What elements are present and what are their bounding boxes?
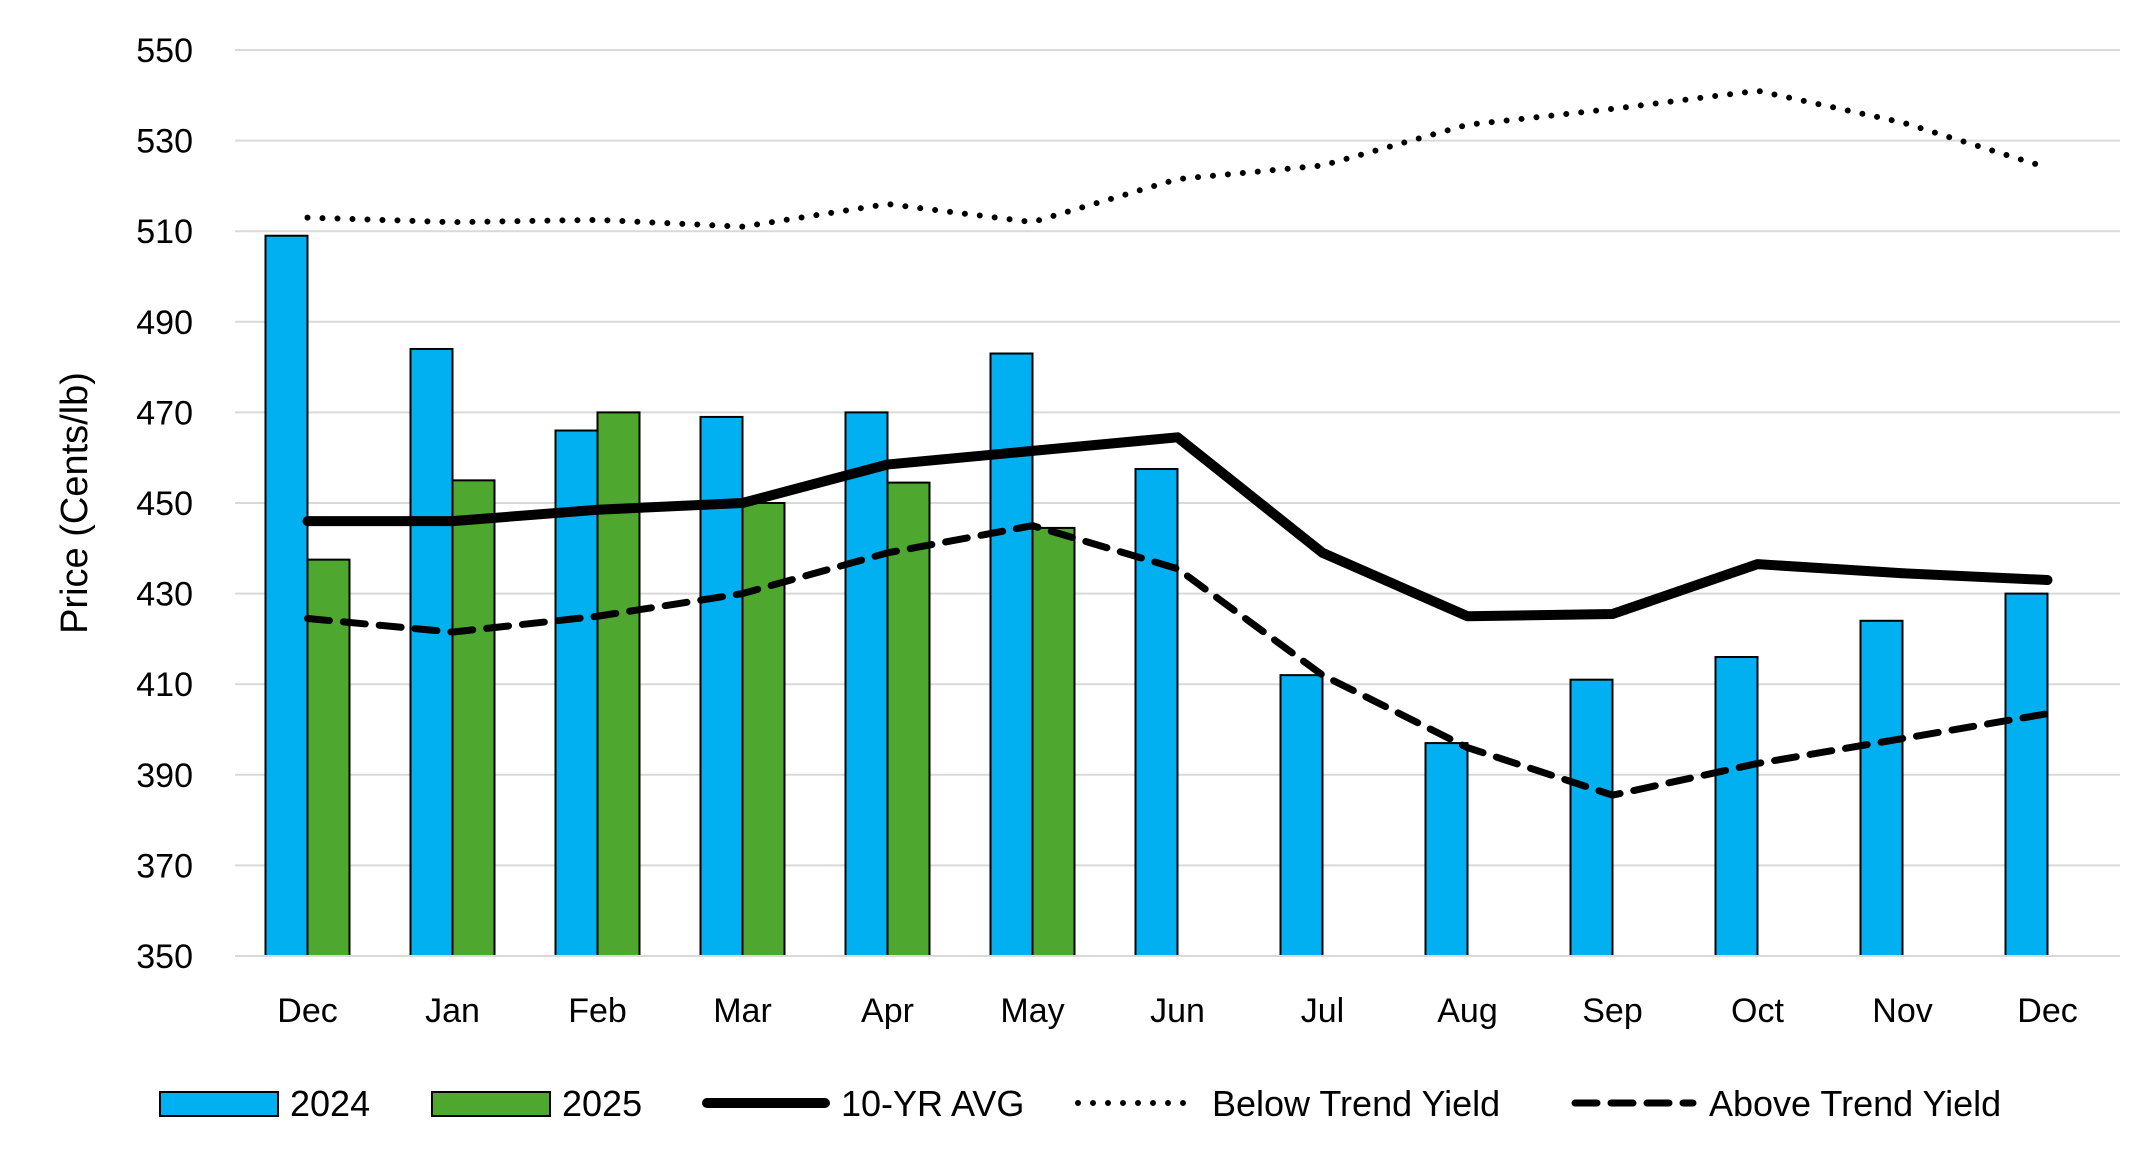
bars bbox=[264, 234, 2049, 958]
bar-2024 bbox=[2004, 592, 2049, 957]
legend-label: 10-YR AVG bbox=[841, 1083, 1024, 1124]
legend-label: 2025 bbox=[562, 1083, 642, 1124]
legend-label: Below Trend Yield bbox=[1212, 1083, 1500, 1124]
y-tick-label: 550 bbox=[136, 32, 193, 70]
x-tick-label: Sep bbox=[1582, 992, 1643, 1030]
x-tick-label: Aug bbox=[1437, 992, 1498, 1030]
x-tick-label: Nov bbox=[1872, 992, 1932, 1030]
x-tick-label: Jun bbox=[1150, 992, 1205, 1030]
legend-item: 2024 bbox=[159, 1083, 370, 1124]
legend-label: 2024 bbox=[290, 1083, 370, 1124]
bar-2025 bbox=[306, 558, 351, 957]
line-10-yr-avg bbox=[302, 432, 2053, 622]
y-axis-title: Price (Cents/lb) bbox=[54, 372, 96, 634]
bar-2024 bbox=[409, 347, 454, 958]
legend-item: 10-YR AVG bbox=[702, 1083, 1024, 1124]
y-tick-label: 350 bbox=[136, 938, 193, 976]
line-above-trend-yield bbox=[304, 522, 2051, 799]
bar-2024 bbox=[1424, 742, 1469, 958]
bar-2024 bbox=[1859, 619, 1904, 958]
legend-item: Below Trend Yield bbox=[1075, 1083, 1500, 1124]
x-tick-label: Mar bbox=[713, 992, 772, 1030]
bar-2024 bbox=[844, 411, 889, 957]
y-tick-label: 510 bbox=[136, 213, 193, 251]
x-tick-label: Jan bbox=[425, 992, 480, 1030]
x-tick-label: Jul bbox=[1301, 992, 1344, 1030]
legend-swatch bbox=[431, 1091, 551, 1117]
x-tick-label: Feb bbox=[568, 992, 627, 1030]
legend-item: Above Trend Yield bbox=[1571, 1083, 2001, 1124]
y-tick-label: 470 bbox=[136, 394, 193, 432]
legend-swatch bbox=[159, 1091, 279, 1117]
bar-2024 bbox=[1569, 678, 1614, 957]
y-tick-label: 430 bbox=[136, 576, 193, 614]
y-tick-label: 410 bbox=[136, 666, 193, 704]
legend-item: 2025 bbox=[431, 1083, 642, 1124]
x-tick-label: Apr bbox=[861, 992, 914, 1030]
legend: 2024 2025 10-YR AVG Below Trend Yield Above … bbox=[159, 1083, 2001, 1124]
bar-2024 bbox=[264, 234, 309, 958]
y-tick-label: 530 bbox=[136, 123, 193, 161]
x-tick-label: Oct bbox=[1731, 992, 1784, 1030]
x-tick-label: May bbox=[1000, 992, 1064, 1030]
bar-2025 bbox=[596, 411, 641, 957]
y-tick-label: 390 bbox=[136, 757, 193, 795]
bar-2024 bbox=[1714, 656, 1759, 958]
y-tick-label: 450 bbox=[136, 485, 193, 523]
bar-2024 bbox=[1279, 674, 1324, 957]
bar-2024 bbox=[699, 415, 744, 957]
bar-2024 bbox=[1134, 468, 1179, 957]
bar-2025 bbox=[1031, 526, 1076, 957]
legend-label: Above Trend Yield bbox=[1709, 1083, 2001, 1124]
bar-2024 bbox=[989, 352, 1034, 957]
axes: 350 370 390 410 430 450 470 490 510 530 550 Dec Jan F… bbox=[136, 32, 2120, 1030]
bar-2025 bbox=[741, 502, 786, 957]
y-tick-label: 490 bbox=[136, 304, 193, 342]
bar-2025 bbox=[451, 479, 496, 957]
line-below-trend-yield bbox=[304, 87, 2051, 230]
x-tick-label: Dec bbox=[2017, 992, 2077, 1030]
x-tick-label: Dec bbox=[277, 992, 337, 1030]
series-lines bbox=[302, 87, 2053, 799]
y-tick-label: 370 bbox=[136, 847, 193, 885]
